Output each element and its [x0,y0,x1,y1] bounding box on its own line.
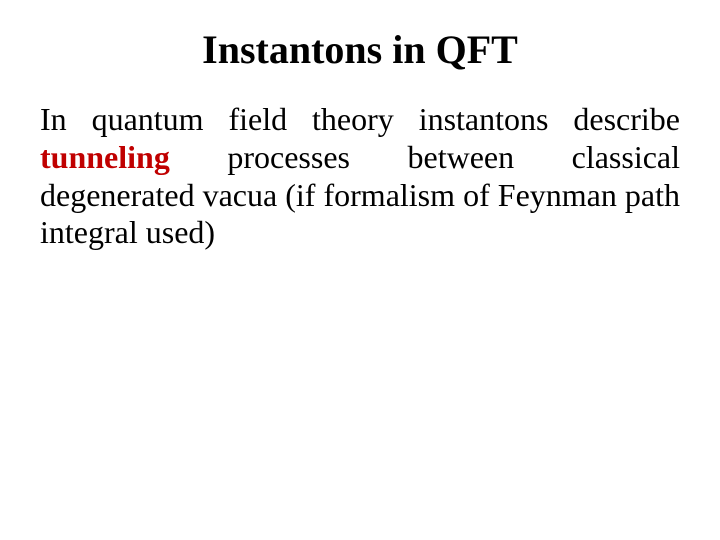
body-text-1: In quantum field theory instantons descr… [40,101,680,137]
body-paragraph: In quantum field theory instantons descr… [40,101,680,252]
slide: Instantons in QFT In quantum field theor… [0,0,720,540]
slide-title: Instantons in QFT [40,26,680,73]
emphasis-tunneling: tunneling [40,139,170,175]
